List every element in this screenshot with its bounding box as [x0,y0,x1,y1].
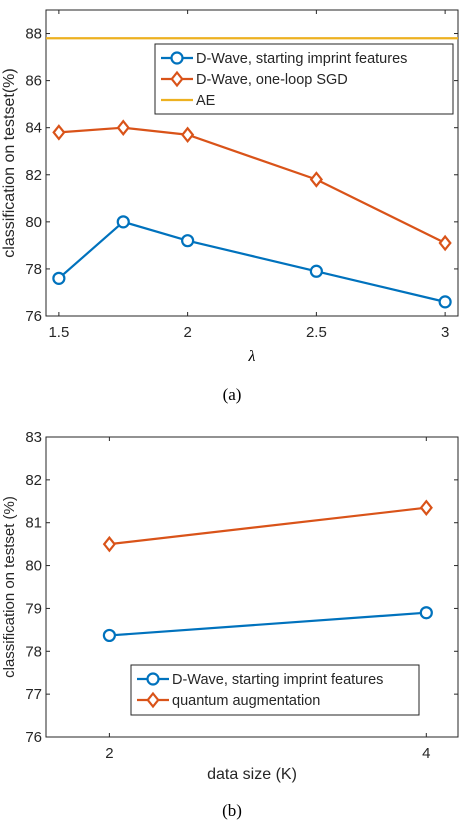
legend-entry: D-Wave, starting imprint features [172,672,383,688]
x-axis-label: λ [248,348,256,365]
y-tick-label: 76 [25,729,42,746]
data-point [116,215,130,229]
y-tick-label: 77 [25,686,42,703]
y-tick-label: 86 [25,73,42,90]
legend-box [154,43,454,115]
y-tick-label: 79 [25,600,42,617]
legend-marker [146,691,160,709]
series-1 [102,499,433,553]
chart-b: 2 4 76 77 78 79 80 81 82 83 data size (K) classific… [1,429,459,820]
series-line [109,611,427,637]
data-point [116,119,130,136]
plot-area [45,436,459,738]
series-line [109,506,427,546]
y-tick-label: 88 [25,26,42,43]
data-point [438,295,452,309]
x-tick-label: 1.5 [48,324,69,341]
legend-entry: AE [196,93,216,109]
data-point [52,271,66,285]
y-tick-label: 84 [25,120,42,137]
legend-marker [146,672,160,686]
data-point [438,234,452,252]
legend-marker [170,51,184,65]
y-tick-label: 80 [25,214,42,231]
y-tick-label: 82 [25,167,42,184]
legend-entry: quantum augmentation [172,693,320,709]
legend-entry: D-Wave, starting imprint features [196,51,407,67]
legend-marker [170,70,184,88]
legend: D-Wave, starting imprint features D-Wave,… [154,43,454,115]
legend-box [130,664,420,716]
y-tick-label: 78 [25,643,42,660]
x-tick-label: 2 [183,324,191,341]
x-axis-label: data size (K) [207,766,297,783]
y-axis-label: classification on testset (%) [1,496,18,678]
legend-entry: D-Wave, one-loop SGD [196,72,348,88]
series-0 [102,606,433,643]
data-point [181,126,195,144]
data-point [181,234,195,248]
legend: D-Wave, starting imprint features quantum… [130,664,420,716]
y-tick-label: 76 [25,308,42,325]
series-line [58,220,446,303]
data-point [102,628,116,643]
y-tick-label: 78 [25,261,42,278]
y-tick-label: 81 [25,515,42,532]
y-tick-label: 82 [25,472,42,489]
data-point [52,124,66,141]
y-axis-label: classification on testset(%) [1,68,18,257]
y-tick-label: 80 [25,558,42,575]
x-tick-label: 2 [105,745,113,762]
figure-caption: (a) [223,385,242,404]
data-point [309,264,323,278]
x-tick-label: 4 [422,745,430,762]
x-tick-label: 3 [441,324,449,341]
data-point [419,606,433,620]
series-line [58,126,446,245]
chart-a: 1.5 2 2.5 3 76 78 80 82 84 86 88 λ classification on… [1,9,459,404]
plot-area [45,9,459,317]
y-tick-label: 83 [25,429,42,446]
data-point [419,499,433,516]
series-1 [52,119,452,252]
data-point [309,171,323,188]
series-0 [52,215,452,309]
data-point [102,535,116,553]
x-tick-label: 2.5 [306,324,327,341]
figure-caption: (b) [222,801,242,820]
